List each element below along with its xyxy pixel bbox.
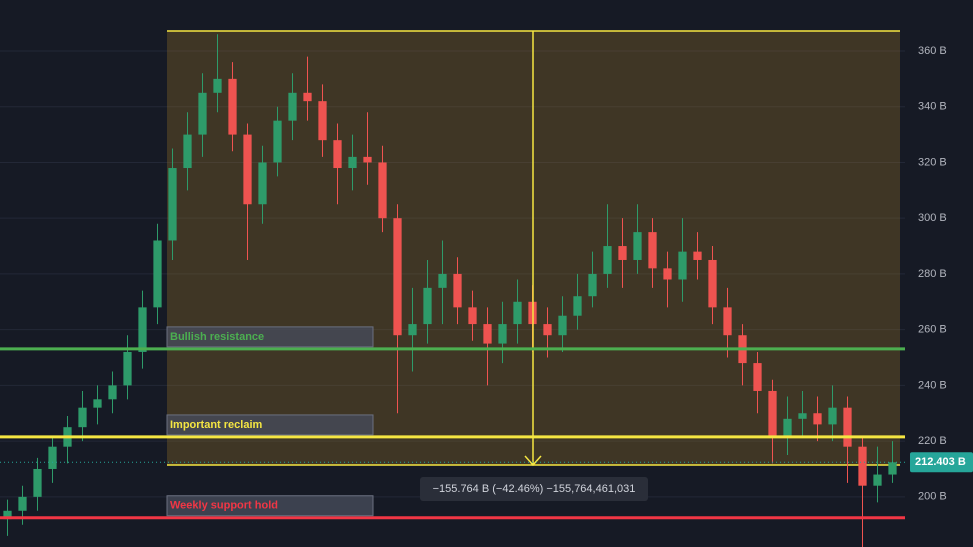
candle-body: [693, 251, 702, 260]
candle-body: [588, 273, 597, 297]
y-tick-label: 260 B: [918, 324, 947, 336]
candle-body: [123, 351, 132, 386]
candle-body: [273, 120, 282, 163]
last-price-tag: [910, 452, 973, 473]
candle-body: [768, 390, 777, 436]
level-label: Bullish resistance: [170, 331, 264, 343]
candle-body: [138, 307, 147, 352]
candle-body: [633, 232, 642, 260]
level-label-box: [166, 495, 374, 517]
candle-body: [858, 446, 867, 486]
candle-body: [168, 168, 177, 241]
candle-body: [303, 92, 312, 102]
candle-body: [423, 287, 432, 325]
candle-body: [468, 307, 477, 325]
candle-body: [393, 218, 402, 336]
candle-body: [513, 301, 522, 325]
candle-body: [33, 468, 42, 497]
candle-body: [438, 273, 447, 288]
candle-body: [813, 413, 822, 425]
level-label-box: [166, 414, 374, 436]
candle-body: [663, 268, 672, 280]
candle-body: [843, 407, 852, 447]
candle-body: [243, 134, 252, 205]
candle-body: [258, 162, 267, 205]
candle-body: [108, 385, 117, 400]
measure-arrowhead: [524, 455, 542, 467]
candle-body: [78, 407, 87, 428]
candle-body: [873, 474, 882, 486]
level-label: Weekly support hold: [170, 500, 278, 512]
last-price-label: 212.403 B: [915, 456, 966, 468]
candle-body: [318, 101, 327, 141]
candle-body: [573, 296, 582, 316]
candle-body: [618, 246, 627, 260]
candle-body: [483, 324, 492, 344]
level-label: Important reclaim: [170, 419, 263, 431]
candle-body: [798, 413, 807, 419]
y-tick-label: 340 B: [918, 101, 947, 113]
candle-body: [723, 307, 732, 336]
y-tick-label: 240 B: [918, 379, 947, 391]
y-tick-label: 360 B: [918, 45, 947, 57]
candle-body: [498, 324, 507, 344]
candle-body: [888, 462, 897, 475]
measure-label: −155.764 B (−42.46%) −155,764,461,031: [433, 483, 636, 495]
candle-body: [228, 78, 237, 135]
candle-body: [408, 324, 417, 336]
candle-body: [18, 496, 27, 511]
y-tick-label: 300 B: [918, 212, 947, 224]
candle-body: [648, 232, 657, 269]
candle-body: [348, 156, 357, 169]
candle-body: [828, 407, 837, 425]
candle-body: [363, 156, 372, 163]
candle-body: [558, 315, 567, 336]
candle-body: [48, 446, 57, 469]
candle-body: [708, 259, 717, 308]
candle-body: [3, 510, 12, 520]
y-tick-label: 280 B: [918, 268, 947, 280]
candle-body: [543, 324, 552, 336]
candle-body: [183, 134, 192, 169]
candle-body: [678, 251, 687, 280]
candle-body: [333, 140, 342, 169]
measure-label-box: [420, 477, 648, 502]
candle-body: [378, 162, 387, 219]
candle-body: [783, 418, 792, 436]
candle-body: [153, 240, 162, 308]
y-tick-label: 200 B: [918, 491, 947, 503]
level-label-box: [166, 326, 374, 348]
candle-body: [213, 78, 222, 93]
candle-body: [603, 246, 612, 274]
candle-body: [753, 363, 762, 391]
candle-body: [453, 273, 462, 308]
y-tick-label: 220 B: [918, 435, 947, 447]
y-tick-label: 320 B: [918, 156, 947, 168]
candle-body: [198, 92, 207, 135]
candle-body: [93, 399, 102, 408]
candle-body: [288, 92, 297, 121]
